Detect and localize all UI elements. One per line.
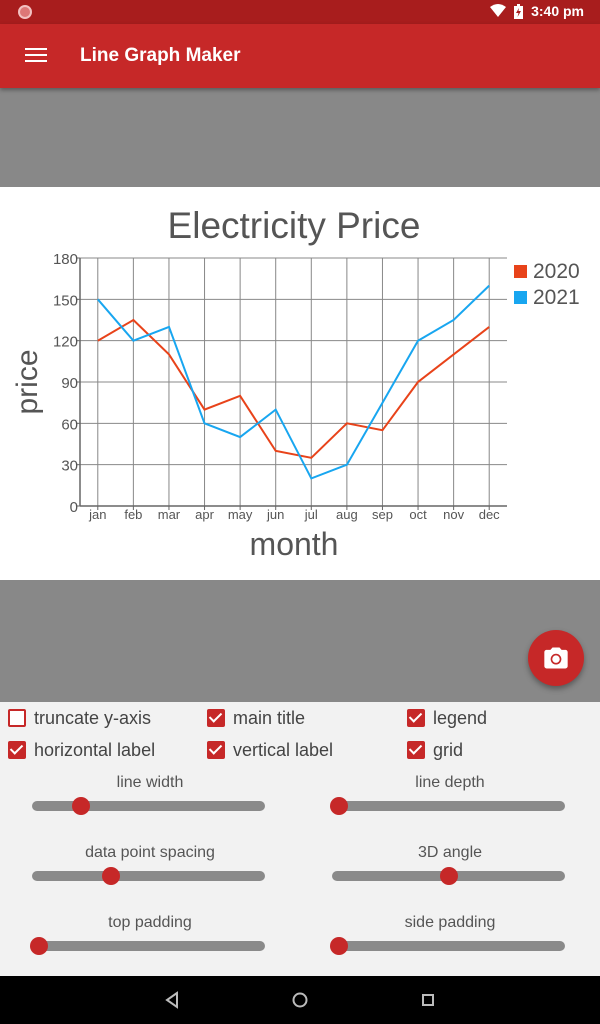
slider-line-depth[interactable]: [329, 797, 565, 815]
wifi-icon: [490, 4, 507, 17]
x-tick-label: jul: [304, 507, 318, 522]
slider-label-side-padding: side padding: [404, 914, 496, 931]
camera-button[interactable]: [528, 630, 584, 686]
series-line-2021: [97, 284, 490, 480]
legend-swatch-2021: [514, 291, 527, 304]
x-tick-label: may: [228, 507, 253, 522]
recents-icon[interactable]: [419, 990, 437, 1010]
checkbox-legend[interactable]: legend: [407, 705, 487, 731]
checkbox-icon: [8, 741, 26, 759]
slider-label-top-padding: top padding: [108, 914, 192, 931]
checkbox-truncate-y-axis[interactable]: truncate y-axis: [8, 705, 151, 731]
app-title: Line Graph Maker: [80, 45, 241, 66]
back-icon[interactable]: [163, 990, 181, 1010]
checkbox-icon: [407, 741, 425, 759]
slider-data-point-spacing[interactable]: [32, 867, 265, 885]
checkbox-icon: [207, 709, 225, 727]
slider-3d-angle[interactable]: [332, 867, 565, 885]
y-tick-label: 150: [53, 292, 78, 309]
legend-label-2020: 2020: [533, 260, 580, 283]
x-tick-label: aug: [336, 507, 358, 522]
slider-thumb[interactable]: [29, 937, 48, 955]
slider-thumb[interactable]: [329, 797, 348, 815]
slider-line-width[interactable]: [32, 797, 265, 815]
x-axis-label: month: [250, 526, 339, 562]
x-tick-label: mar: [158, 507, 181, 522]
y-tick-label: 60: [61, 416, 78, 433]
camera-icon: [544, 647, 568, 669]
slider-label-line-width: line width: [116, 774, 184, 791]
x-tick-label: jun: [266, 507, 284, 522]
status-bar: 3:40 pm: [0, 0, 600, 24]
slider-top-padding[interactable]: [29, 937, 265, 955]
app-bar: Line Graph Maker: [0, 24, 600, 88]
menu-icon[interactable]: [24, 46, 48, 66]
x-tick-label: oct: [409, 507, 427, 522]
status-time: 3:40 pm: [531, 3, 584, 19]
checkbox-main-title[interactable]: main title: [207, 705, 305, 731]
slider-side-padding[interactable]: [329, 937, 565, 955]
y-tick-label: 90: [61, 375, 78, 392]
y-axis-label: price: [11, 349, 44, 414]
checkbox-horizontal-label[interactable]: horizontal label: [8, 737, 155, 763]
x-tick-label: jan: [88, 507, 106, 522]
checkbox-label: main title: [233, 707, 306, 728]
checkbox-icon: [8, 709, 26, 727]
home-icon[interactable]: [291, 990, 309, 1010]
checkbox-label: horizontal label: [34, 739, 156, 760]
slider-thumb[interactable]: [102, 867, 121, 885]
legend-swatch-2020: [514, 265, 527, 278]
series-line-2020: [97, 318, 490, 459]
x-tick-label: apr: [195, 507, 214, 522]
slider-thumb[interactable]: [329, 937, 348, 955]
checkbox-label: vertical label: [233, 739, 334, 760]
line-chart: Electricity Price 0 30 60 90 120 150 180 jan feb m…: [11, 205, 580, 562]
x-tick-label: feb: [124, 507, 142, 522]
battery-icon: [514, 3, 524, 19]
checkbox-label: truncate y-axis: [34, 707, 152, 728]
chart-panel: Electricity Price 0 30 60 90 120 150 180 jan feb m…: [0, 187, 600, 580]
y-tick-label: 180: [53, 251, 78, 268]
x-tick-label: nov: [443, 507, 464, 522]
x-tick-label: sep: [372, 507, 393, 522]
notification-icon: [18, 5, 32, 19]
slider-thumb[interactable]: [439, 867, 458, 885]
slider-label-data-point-spacing: data point spacing: [85, 844, 215, 861]
legend-label-2021: 2021: [533, 286, 580, 309]
checkbox-icon: [407, 709, 425, 727]
slider-thumb[interactable]: [71, 797, 90, 815]
y-tick-label: 30: [61, 458, 78, 475]
checkbox-vertical-label[interactable]: vertical label: [207, 737, 333, 763]
checkbox-icon: [207, 741, 225, 759]
x-tick-label: dec: [479, 507, 500, 522]
checkbox-label: legend: [433, 707, 488, 728]
checkbox-label: grid: [433, 739, 464, 760]
status-indicators: 3:40 pm: [490, 3, 584, 19]
slider-label-3d-angle: 3D angle: [417, 844, 483, 861]
checkbox-grid[interactable]: grid: [407, 737, 463, 763]
controls-panel: truncate y-axis main title legend horizo…: [0, 702, 600, 976]
y-tick-label: 0: [70, 499, 78, 516]
slider-label-line-depth: line depth: [415, 774, 485, 791]
chart-title: Electricity Price: [168, 205, 421, 246]
y-tick-label: 120: [53, 334, 78, 351]
navigation-bar: [0, 976, 600, 1024]
